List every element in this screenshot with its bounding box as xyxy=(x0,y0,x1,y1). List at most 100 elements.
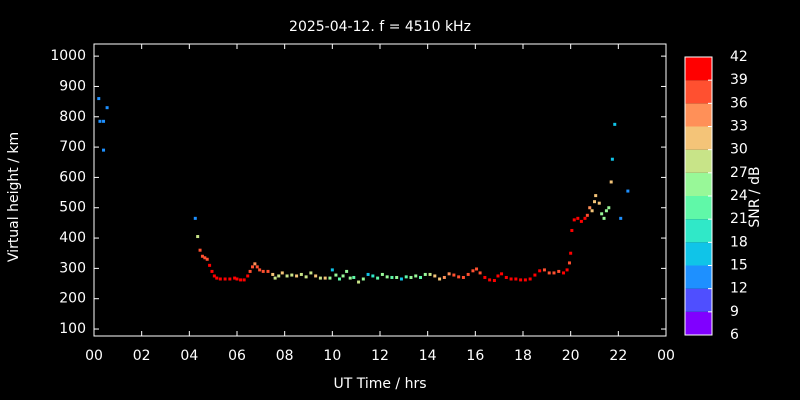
data-point xyxy=(528,277,532,281)
data-point xyxy=(567,261,571,265)
plot-frame xyxy=(93,43,667,337)
y-tick-label: 500 xyxy=(59,200,86,216)
data-point xyxy=(514,277,518,281)
x-tick-label: 22 xyxy=(609,348,627,364)
data-point xyxy=(626,189,630,193)
colorbar-tick-label: 30 xyxy=(730,142,748,158)
data-point xyxy=(600,212,604,216)
data-point xyxy=(447,272,451,276)
y-tick-label: 300 xyxy=(59,260,86,276)
colorbar-swatch xyxy=(685,172,712,196)
data-point xyxy=(233,276,237,280)
y-tick-label: 700 xyxy=(59,139,86,155)
data-point xyxy=(492,279,496,283)
data-point xyxy=(380,272,384,276)
data-point xyxy=(361,277,365,281)
colorbar-tick-label: 42 xyxy=(730,49,748,65)
data-point xyxy=(572,218,576,222)
data-point xyxy=(210,269,214,273)
data-point xyxy=(423,272,427,276)
data-point xyxy=(483,275,487,279)
data-point xyxy=(196,235,200,239)
x-tick-label: 00 xyxy=(657,348,675,364)
data-point xyxy=(102,148,106,152)
data-point xyxy=(285,274,289,278)
colorbar-swatch xyxy=(685,288,712,312)
data-point xyxy=(215,276,219,280)
data-point xyxy=(341,274,345,278)
colorbar-tick-label: 15 xyxy=(730,258,748,274)
data-point xyxy=(277,274,281,278)
data-point xyxy=(414,274,418,278)
colorbar-swatch xyxy=(685,219,712,243)
colorbar-tick-label: 9 xyxy=(730,304,739,320)
x-tick-label: 02 xyxy=(133,348,151,364)
data-point xyxy=(583,216,587,220)
data-point xyxy=(602,216,606,220)
data-point xyxy=(475,267,479,271)
data-point xyxy=(579,219,583,223)
colorbar-tick-label: 33 xyxy=(730,119,748,135)
data-point xyxy=(466,272,470,276)
data-point xyxy=(337,277,341,281)
colorbar-swatch xyxy=(685,149,712,173)
data-point xyxy=(557,269,561,273)
colorbar-label: SNR / dB xyxy=(747,166,763,227)
x-tick-label: 14 xyxy=(419,348,437,364)
data-point xyxy=(576,216,580,220)
data-point xyxy=(569,251,573,255)
y-tick-label: 1000 xyxy=(50,48,86,64)
data-point xyxy=(318,276,322,280)
colorbar-tick-label: 27 xyxy=(730,165,748,181)
colorbar-tick-label: 6 xyxy=(730,327,739,343)
data-point xyxy=(399,277,403,281)
data-point xyxy=(619,216,623,220)
y-tick-label: 800 xyxy=(59,109,86,125)
data-point xyxy=(212,274,216,278)
data-point xyxy=(102,119,106,123)
data-point xyxy=(552,271,556,275)
data-point xyxy=(409,275,413,279)
x-tick-label: 10 xyxy=(323,348,341,364)
data-point xyxy=(442,275,446,279)
data-point xyxy=(547,271,551,275)
data-point xyxy=(385,275,389,279)
data-point xyxy=(255,265,259,269)
x-tick-label: 06 xyxy=(228,348,246,364)
data-point xyxy=(198,248,202,252)
x-tick-label: 04 xyxy=(180,348,198,364)
data-point xyxy=(562,271,566,275)
colorbar-swatch xyxy=(685,126,712,150)
data-point xyxy=(438,277,442,281)
data-point xyxy=(523,278,527,282)
data-point xyxy=(452,273,456,277)
data-point xyxy=(290,273,294,277)
data-point xyxy=(610,157,614,161)
y-tick-label: 900 xyxy=(59,78,86,94)
data-point xyxy=(98,119,102,123)
y-tick-label: 200 xyxy=(59,291,86,307)
data-point xyxy=(323,276,327,280)
colorbar-tick-label: 21 xyxy=(730,211,748,227)
data-point xyxy=(588,206,592,210)
data-point xyxy=(390,275,394,279)
colorbar-swatch xyxy=(685,311,712,335)
data-point xyxy=(239,278,243,282)
data-point xyxy=(352,275,356,279)
data-point xyxy=(519,278,523,282)
data-point xyxy=(395,275,399,279)
y-tick-label: 400 xyxy=(59,230,86,246)
data-point xyxy=(348,276,352,280)
data-point xyxy=(597,201,601,205)
data-point xyxy=(330,268,334,272)
data-point xyxy=(478,271,482,275)
colorbar-swatch xyxy=(685,196,712,220)
data-point xyxy=(242,278,246,282)
x-tick-label: 20 xyxy=(562,348,580,364)
colorbar-tick-label: 18 xyxy=(730,234,748,250)
data-point xyxy=(246,274,250,278)
data-point xyxy=(357,280,361,284)
data-point xyxy=(604,209,608,213)
data-point xyxy=(376,276,380,280)
